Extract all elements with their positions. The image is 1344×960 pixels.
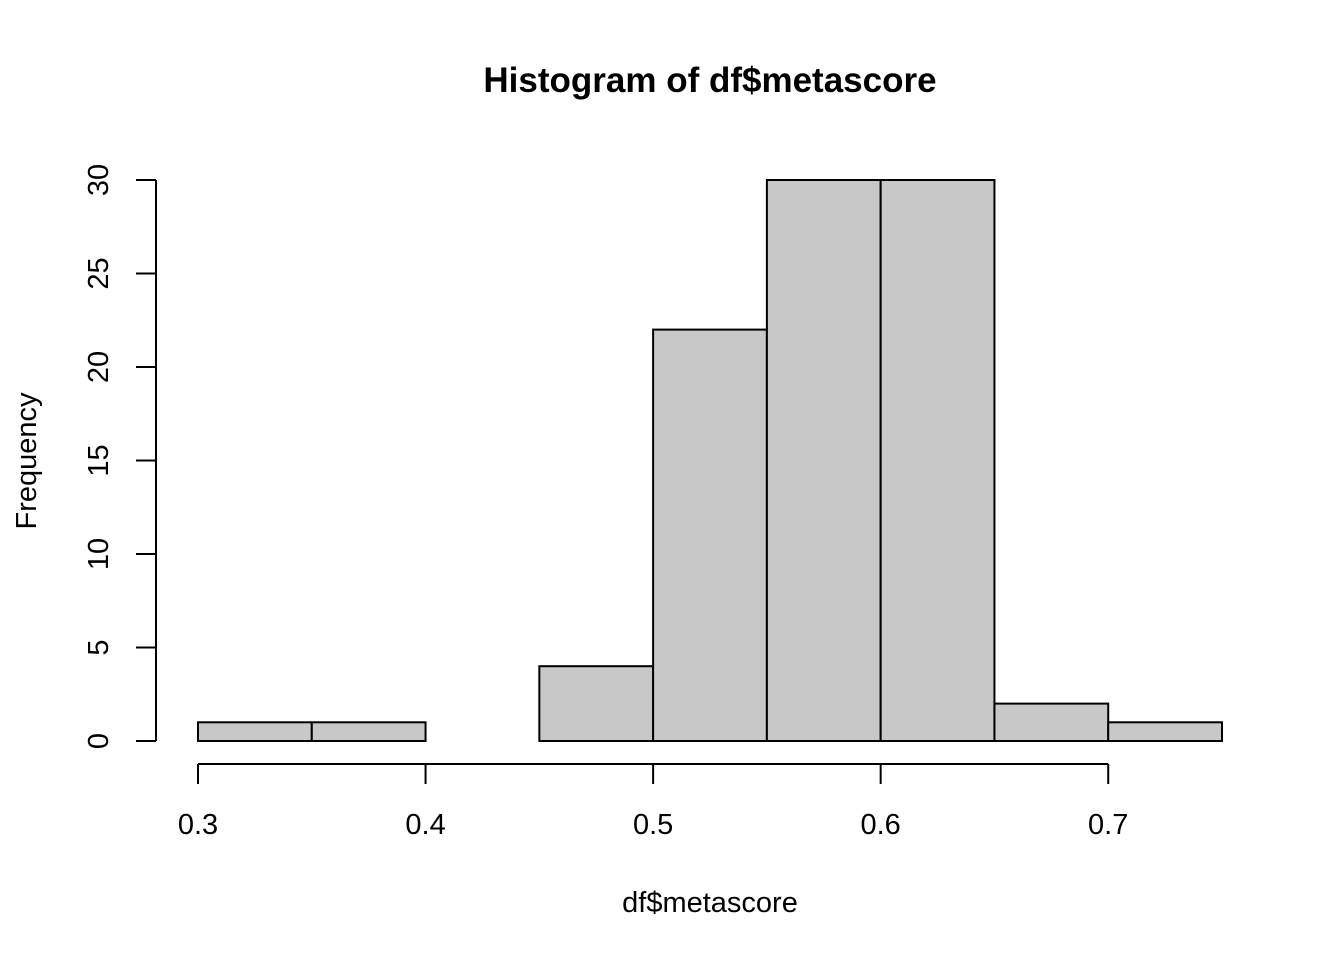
histogram-bar (765, 179, 882, 742)
x-tick-label: 0.6 (861, 809, 901, 841)
histogram-bar (538, 665, 655, 743)
bars (197, 179, 1223, 743)
x-axis-label: df$metascore (622, 887, 798, 919)
x-tick-label: 0.4 (405, 809, 445, 841)
x-tick-label: 0.3 (178, 809, 218, 841)
y-tick-label: 25 (83, 257, 115, 289)
y-tick-label: 30 (83, 164, 115, 196)
x-tick-label: 0.7 (1088, 809, 1128, 841)
y-tick-label: 0 (83, 733, 115, 749)
y-tick-label: 10 (83, 538, 115, 570)
histogram-bar (197, 721, 313, 742)
y-tick-label: 5 (83, 639, 115, 655)
histogram-bar (993, 702, 1110, 742)
y-axis-label: Frequency (11, 392, 43, 530)
histogram-bar (652, 328, 768, 742)
y-axis: 0 5 10 15 20 25 30 (83, 164, 157, 749)
histogram-bar (1107, 721, 1223, 742)
y-tick-label: 20 (83, 351, 115, 383)
histogram-bar (879, 179, 996, 742)
histogram-bar (310, 721, 427, 742)
y-tick-label: 15 (83, 444, 115, 476)
chart-title: Histogram of df$metascore (483, 61, 936, 100)
x-axis: 0.3 0.4 0.5 0.6 0.7 (178, 763, 1128, 841)
x-tick-label: 0.5 (633, 809, 673, 841)
